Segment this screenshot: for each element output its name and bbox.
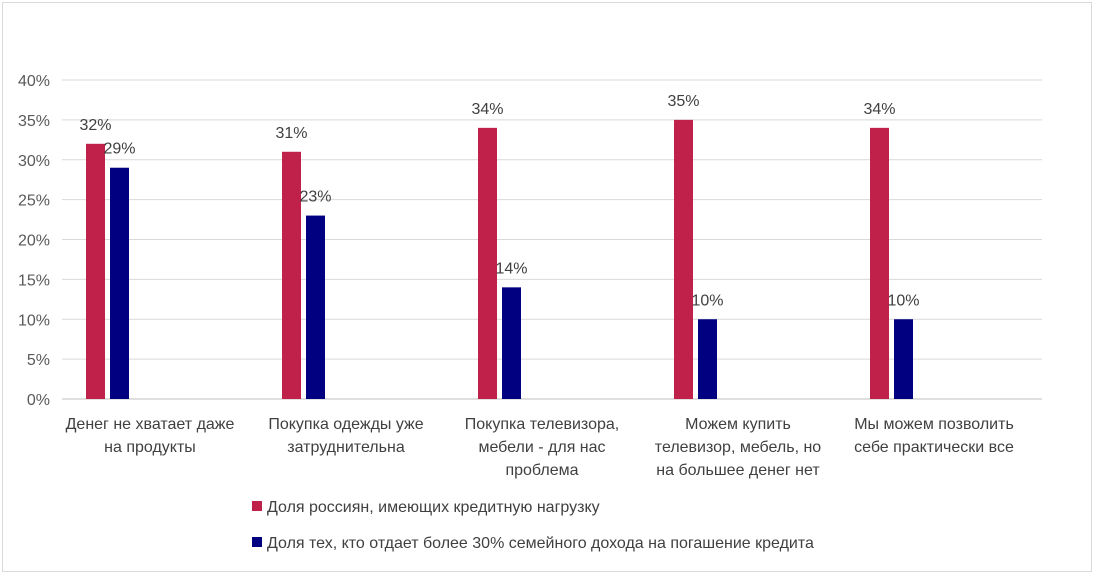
category-label: затруднительна (287, 439, 405, 456)
bar-over-30pct (502, 287, 521, 399)
data-label: 10% (887, 292, 919, 309)
category-label: телевизор, мебель, но (655, 439, 822, 456)
y-tick-label: 25% (18, 193, 50, 210)
y-tick-label: 40% (18, 73, 50, 90)
category-label: на продукты (104, 439, 196, 456)
category-label: Денег не хватает даже (66, 416, 235, 433)
bar-credit-load (86, 143, 105, 399)
y-tick-label: 15% (18, 272, 50, 289)
bar-credit-load (870, 127, 889, 399)
category-label: Мы можем позволить (854, 416, 1014, 433)
y-tick-label: 5% (27, 352, 50, 369)
bar-credit-load (478, 127, 497, 399)
legend-label: Доля россиян, имеющих кредитную нагрузку (267, 499, 600, 516)
category-label: Покупка телевизора, (465, 416, 619, 433)
y-tick-label: 35% (18, 113, 50, 130)
bar-over-30pct (110, 167, 129, 399)
legend-swatch (252, 501, 262, 511)
legend-label: Доля тех, кто отдает более 30% семейного… (267, 535, 814, 552)
legend-swatch (252, 537, 262, 547)
data-label: 14% (495, 260, 527, 277)
bar-over-30pct (698, 319, 717, 399)
data-label: 23% (299, 189, 331, 206)
bar-over-30pct (894, 319, 913, 399)
category-label: Покупка одежды уже (268, 416, 423, 433)
bar-credit-load (674, 119, 693, 399)
category-label: проблема (505, 462, 578, 479)
data-label: 29% (103, 141, 135, 158)
y-tick-label: 10% (18, 312, 50, 329)
data-label: 10% (691, 292, 723, 309)
data-label: 34% (863, 101, 895, 118)
data-label: 32% (79, 117, 111, 134)
data-label: 31% (275, 125, 307, 142)
category-label: на большее денег нет (656, 462, 820, 479)
category-label: мебели - для нас (478, 439, 605, 456)
y-tick-label: 0% (27, 392, 50, 409)
y-tick-label: 20% (18, 233, 50, 250)
data-label: 34% (471, 101, 503, 118)
y-tick-label: 30% (18, 153, 50, 170)
bar-credit-load (282, 151, 301, 399)
data-label: 35% (667, 93, 699, 110)
category-label: себе практически все (854, 439, 1014, 456)
category-label: Можем купить (685, 416, 791, 433)
bar-over-30pct (306, 215, 325, 399)
